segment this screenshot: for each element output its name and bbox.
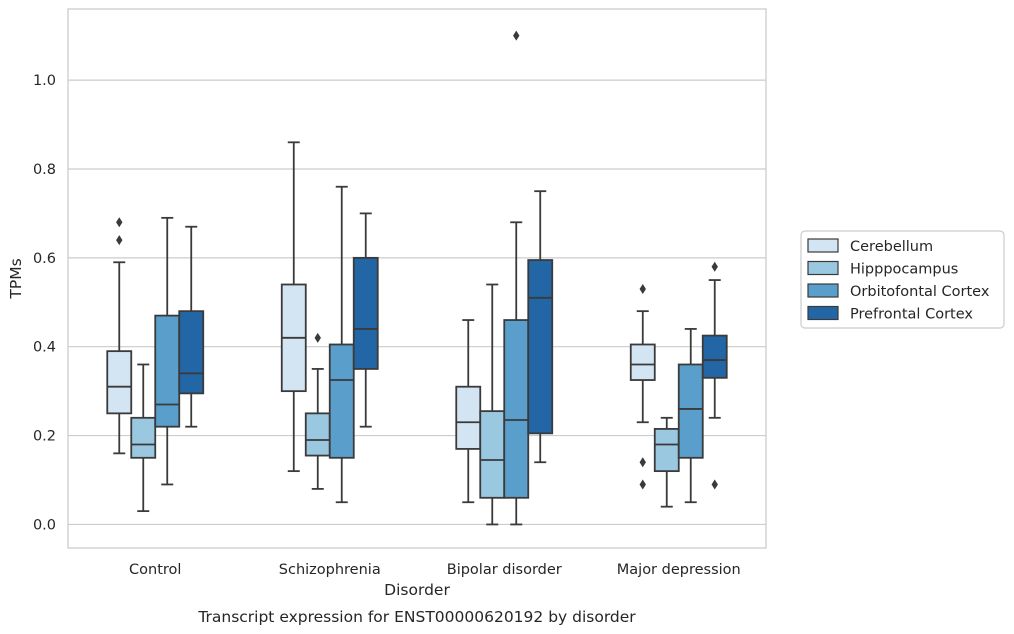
y-axis-label: TPMs (7, 258, 25, 299)
x-tick-label: Schizophrenia (279, 562, 381, 578)
y-tick-label: 0.4 (33, 340, 56, 356)
box-prefrontal-cortex-1 (352, 212, 379, 428)
box-series (106, 30, 728, 526)
x-tick-label: Major depression (617, 562, 741, 578)
box-iqr (304, 412, 331, 457)
box-iqr (455, 385, 482, 450)
box-iqr (178, 310, 205, 395)
x-axis-label: Disorder (384, 581, 450, 599)
y-tick-label: 0.0 (33, 517, 56, 533)
legend-swatch (807, 238, 839, 253)
box-cerebellum-0 (106, 217, 133, 455)
box-orbitofontal-cortex-1 (328, 185, 355, 504)
box-iqr (677, 363, 704, 459)
box-iqr (527, 259, 554, 435)
box-prefrontal-cortex-3 (701, 261, 728, 490)
legend-frame (800, 230, 1005, 329)
outlier-point (116, 217, 123, 228)
box-cerebellum-2 (455, 319, 482, 504)
y-tick-label: 1.0 (33, 73, 56, 89)
outlier-point (639, 283, 646, 294)
x-tick-label: Bipolar disorder (447, 562, 562, 578)
box-hipppocampus-2 (479, 283, 506, 526)
legend: Cerebellum Hipppocampus Orbitofontal Corte… (800, 230, 1005, 329)
box-prefrontal-cortex-2 (527, 190, 554, 464)
box-iqr (701, 334, 728, 379)
outlier-point (639, 479, 646, 490)
box-hipppocampus-3 (653, 416, 680, 508)
x-tick-labels: Control Schizophrenia Bipolar disorder Majo… (129, 562, 741, 578)
legend-label: Cerebellum (850, 239, 933, 255)
box-iqr (352, 256, 379, 370)
box-prefrontal-cortex-0 (178, 225, 205, 428)
outlier-point (314, 332, 321, 343)
y-tick-label: 0.8 (33, 162, 56, 178)
outlier-point (711, 479, 718, 490)
plot-frame (67, 8, 767, 549)
legend-label: Orbitofontal Cortex (850, 284, 990, 300)
legend-label: Prefrontal Cortex (850, 307, 973, 323)
legend-label: Hipppocampus (850, 262, 958, 278)
outlier-point (513, 30, 520, 41)
legend-item: Orbitofontal Cortex (807, 283, 990, 300)
box-cerebellum-3 (629, 283, 656, 490)
outlier-point (711, 261, 718, 272)
box-iqr (130, 416, 157, 459)
box-cerebellum-1 (280, 141, 307, 473)
legend-item: Prefrontal Cortex (807, 305, 973, 323)
box-iqr (154, 314, 181, 428)
y-tick-labels: 0.0 0.2 0.4 0.6 0.8 1.0 (33, 73, 56, 533)
legend-item: Cerebellum (807, 238, 933, 255)
box-iqr (106, 350, 133, 415)
legend-item: Hipppocampus (807, 260, 958, 278)
y-tick-label: 0.6 (33, 251, 56, 267)
box-iqr (653, 428, 680, 473)
box-iqr (328, 343, 355, 459)
box-iqr (479, 410, 506, 499)
box-orbitofontal-cortex-3 (677, 328, 704, 504)
box-orbitofontal-cortex-2 (503, 30, 530, 526)
box-iqr (629, 343, 656, 381)
y-tick-label: 0.2 (33, 429, 56, 445)
outlier-point (639, 457, 646, 468)
outlier-point (116, 235, 123, 246)
x-tick-label: Control (129, 562, 181, 578)
legend-swatch (807, 305, 839, 321)
chart-caption: Transcript expression for ENST0000062019… (197, 608, 636, 626)
box-hipppocampus-1 (304, 332, 331, 490)
legend-swatch (807, 260, 839, 276)
legend-swatch (807, 283, 839, 298)
box-hipppocampus-0 (130, 363, 157, 513)
box-iqr (503, 319, 530, 499)
